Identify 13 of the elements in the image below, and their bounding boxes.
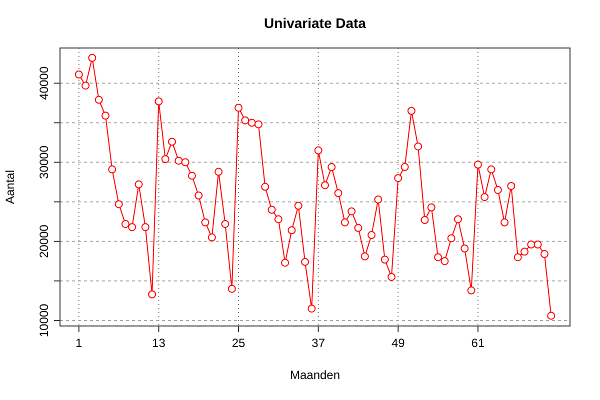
x-tick-label: 37	[312, 336, 326, 350]
x-tick-label: 49	[391, 336, 406, 350]
y-tick-label: 10000	[37, 303, 51, 338]
x-tick-label: 61	[471, 336, 485, 350]
chart-title: Univariate Data	[264, 15, 366, 31]
x-tick-label: 25	[232, 336, 246, 350]
x-axis-title: Maanden	[290, 368, 340, 382]
x-tick-label: 13	[152, 336, 166, 350]
y-tick-label: 20000	[37, 224, 51, 258]
y-axis-title: Aantal	[3, 170, 17, 204]
y-tick-label: 30000	[37, 145, 51, 179]
y-tick-label: 40000	[37, 66, 51, 100]
x-tick-label: 1	[76, 336, 83, 350]
